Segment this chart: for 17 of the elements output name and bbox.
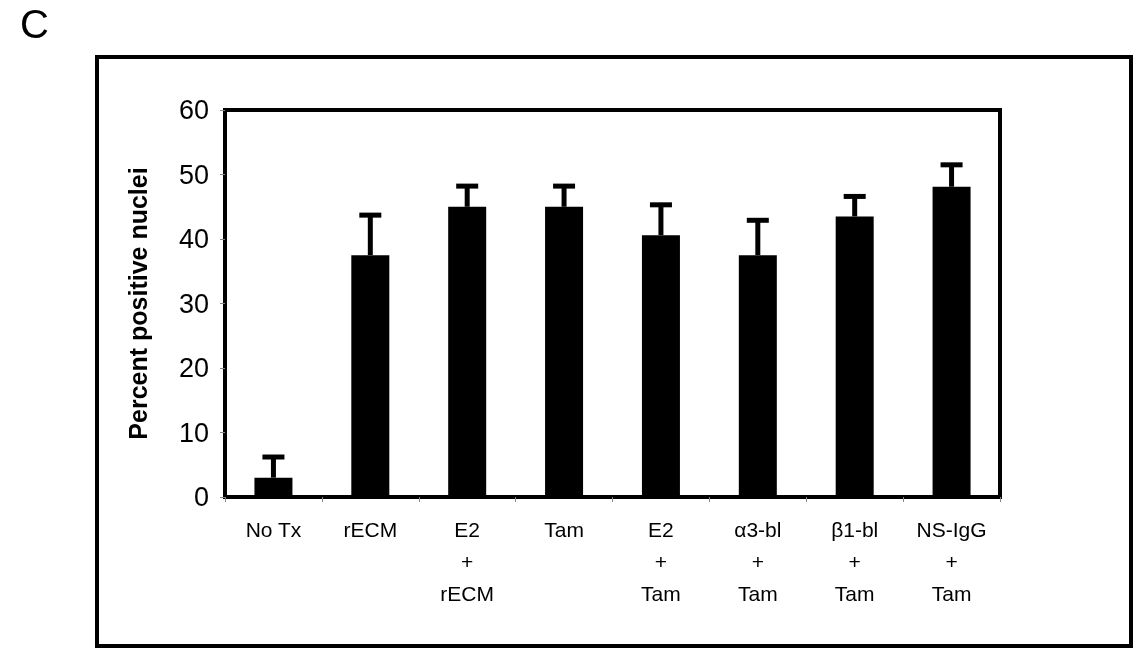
chart-title: C: [20, 2, 49, 47]
y-tick-label: 0: [193, 482, 209, 512]
y-tick-label: 20: [178, 353, 209, 383]
x-tick-label: α3-bl + Tam: [734, 517, 782, 605]
x-tick-label: E2 + Tam: [641, 517, 681, 605]
y-axis-title: Percent positive nuclei: [123, 167, 152, 440]
x-tick-label: E2 + rECM: [440, 517, 495, 605]
x-tick-label: Tam: [544, 517, 584, 541]
x-tick-label: No Tx: [245, 517, 302, 541]
x-tick-label: β1-bl + Tam: [831, 517, 879, 605]
y-tick-label: 30: [178, 288, 209, 319]
x-tick-label: rECM: [343, 517, 398, 541]
y-tick-label: 60: [178, 95, 209, 125]
y-tick-label: 50: [178, 159, 209, 190]
x-tick-label: NS-IgG + Tam: [916, 517, 987, 605]
y-tick-label: 10: [178, 417, 209, 448]
y-tick-label: 40: [178, 224, 209, 254]
